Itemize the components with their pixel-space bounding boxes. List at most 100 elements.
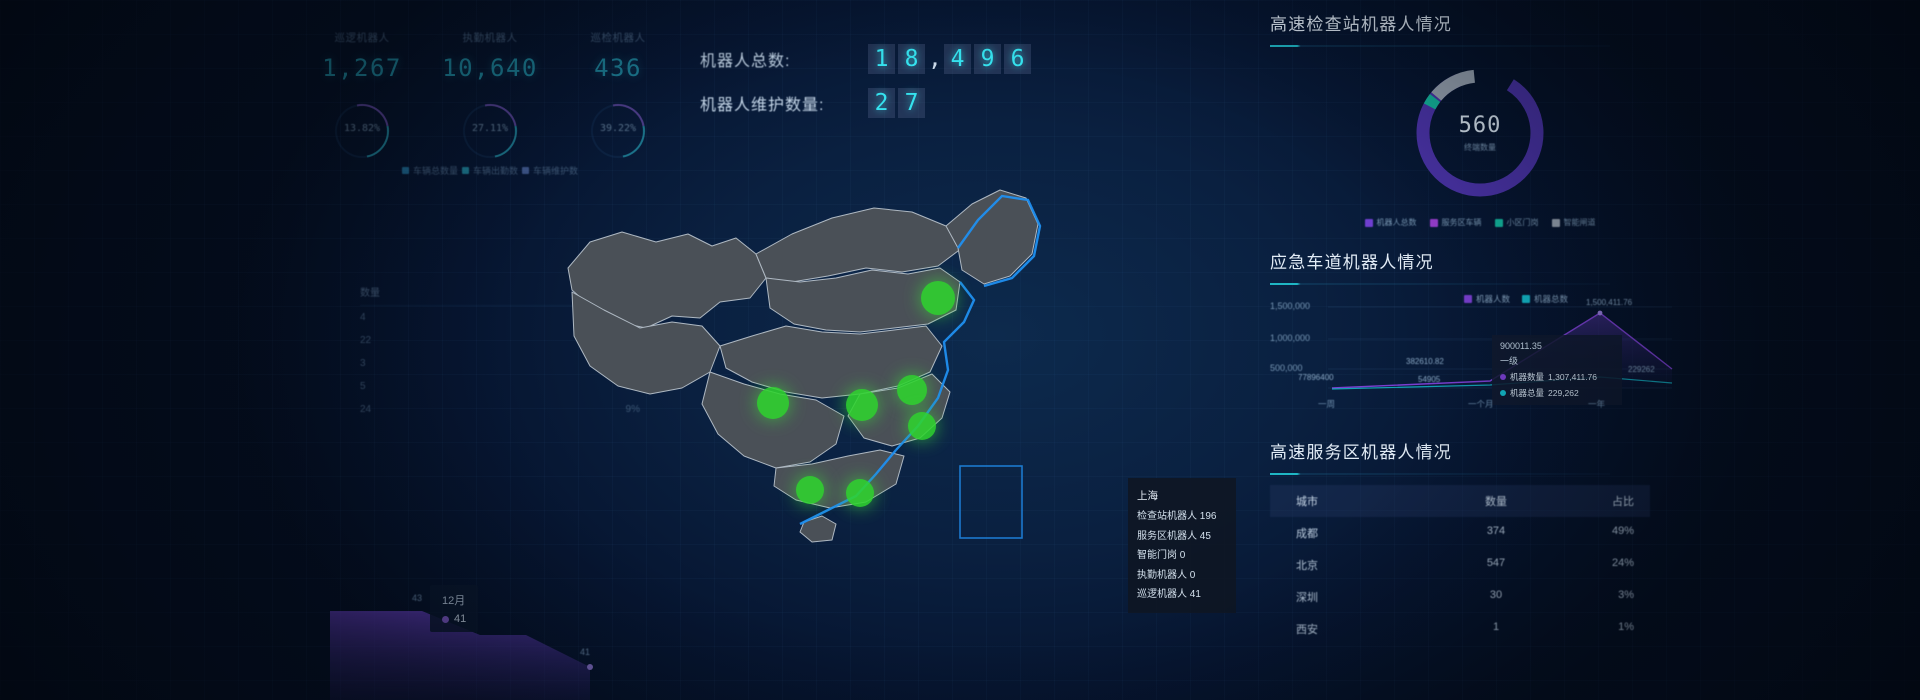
legend-swatch-icon: [1429, 218, 1438, 227]
line-chart[interactable]: 机器人数 机器总数 1,500,000 1,000,000 500,000: [1270, 293, 1680, 409]
donut-chart[interactable]: 560 终端数量: [1410, 63, 1550, 203]
table-row[interactable]: 北京 547 24%: [1270, 549, 1650, 581]
left-stat-patrol: 巡逻机器人 1,267: [300, 30, 424, 82]
digit: 1: [868, 44, 895, 74]
tooltip-series-label: 机器总量: [1510, 388, 1545, 398]
china-map-svg: [567, 189, 1042, 543]
panel-checkpoint-robots: 高速检查站机器人情况 560 终端数量 机器人总数 服务区车: [1270, 10, 1690, 228]
left-stat-label: 巡检机器人: [590, 32, 646, 44]
legend-item[interactable]: 服务区车辆: [1429, 217, 1482, 228]
point-label: 54905: [1418, 375, 1441, 384]
line-chart-tooltip: 900011.35 一级 机器数量 1,307,411.76 机器总量 229,…: [1492, 335, 1622, 405]
series-dot-icon: [1500, 390, 1506, 396]
counter-label: 机器人总数:: [700, 53, 791, 70]
legend-swatch-icon: [1551, 218, 1560, 227]
left-gauge-row: 13.82% 27.11% 39.22%: [300, 93, 680, 169]
tooltip-row: 智能门岗 0: [1137, 550, 1186, 562]
left-stat-inspect: 巡检机器人 436: [556, 30, 680, 82]
panel-emergency-lane-robots: 应急车道机器人情况 机器人数 机器总数 1,500,000 1,000,000 …: [1270, 248, 1690, 409]
point-label: 77896400: [1298, 373, 1334, 382]
column-header-pct: 占比: [1611, 496, 1634, 508]
tooltip-row: 执勤机器人 0: [1137, 569, 1196, 581]
map-marker-shanghai[interactable]: [897, 375, 927, 405]
tooltip-row: 服务区机器人 45: [1137, 530, 1211, 542]
legend-swatch-icon: [461, 167, 469, 174]
counter-digits: 1 8 , 4 9 6: [868, 44, 1031, 74]
cell-count: 3: [360, 358, 366, 369]
cell-city: 成都: [1296, 528, 1318, 540]
left-stat-value: 1,267: [322, 54, 402, 82]
tooltip-title: 一级: [1500, 356, 1519, 366]
series-dot-icon: [442, 615, 449, 623]
digit: 7: [898, 88, 925, 118]
point-label: 382610.82: [1406, 357, 1444, 366]
area-point-label: 43: [412, 593, 423, 603]
map-marker-chengdu[interactable]: [757, 387, 789, 419]
left-stat-duty: 执勤机器人 10,640: [428, 30, 552, 82]
legend-item[interactable]: 车辆总数量: [401, 164, 458, 177]
legend-item[interactable]: 小区门岗: [1494, 217, 1539, 228]
china-map[interactable]: [560, 150, 1120, 570]
legend-item[interactable]: 车辆出勤数: [461, 164, 518, 177]
left-gauge-1: 13.82%: [300, 93, 424, 169]
series-dot-icon: [1500, 374, 1506, 380]
left-stat-label: 巡逻机器人: [334, 32, 390, 44]
legend-swatch-icon: [401, 167, 409, 174]
area-point-label: 41: [580, 647, 591, 657]
map-marker-hangzhou[interactable]: [908, 412, 936, 440]
legend-item[interactable]: 智能闸道: [1551, 217, 1596, 228]
gauge-percent: 13.82%: [343, 123, 381, 134]
column-header-count: 数量: [1485, 496, 1507, 508]
cell-pct: 1%: [1618, 621, 1634, 633]
panel-title: 应急车道机器人情况: [1270, 253, 1434, 272]
table-row[interactable]: 成都 374 49%: [1270, 517, 1650, 549]
map-inset-box: [959, 465, 1023, 539]
tooltip-value: 41: [454, 613, 467, 625]
legend-item[interactable]: 机器人总数: [1364, 217, 1417, 228]
digit: 4: [944, 44, 971, 74]
donut-legend: 机器人总数 服务区车辆 小区门岗 智能闸道: [1270, 217, 1690, 228]
legend-label: 机器人总数: [1376, 218, 1417, 227]
map-marker-guangzhou[interactable]: [796, 476, 824, 504]
map-marker-shenzhen[interactable]: [846, 479, 874, 507]
tooltip-row: 检查站机器人 196: [1137, 511, 1217, 523]
counter-digits: 2 7: [868, 88, 925, 118]
legend-label: 智能闸道: [1563, 218, 1596, 227]
legend-label: 车辆总数量: [412, 166, 458, 176]
table-row[interactable]: 西安 1 1%: [1270, 613, 1650, 645]
panel-underline: [1270, 45, 1610, 47]
counter-maintenance-robots: 机器人维护数量: 2 7: [700, 88, 1031, 118]
map-marker-beijing[interactable]: [921, 281, 955, 315]
left-gauge-3: 39.22%: [556, 93, 680, 169]
left-area-chart: 43 41 12月 41: [330, 575, 660, 700]
donut-value: 560: [1458, 113, 1502, 138]
cell-city: 深圳: [1296, 592, 1318, 604]
cell-count: 30: [1489, 589, 1503, 601]
tooltip-series-value: 1,307,411.76: [1548, 372, 1598, 382]
area-chart-svg: [330, 611, 593, 700]
panel-title: 高速服务区机器人情况: [1270, 443, 1452, 462]
cell-count: 4: [360, 312, 366, 323]
tooltip-series-value: 229,262: [1548, 388, 1579, 398]
digit: 2: [868, 88, 895, 118]
counter-block: 机器人总数: 1 8 , 4 9 6 机器人维护数量: 2 7: [700, 44, 1031, 132]
area-chart-tooltip: 12月 41: [430, 585, 479, 632]
digit: 8: [898, 44, 925, 74]
cell-count: 547: [1486, 557, 1506, 569]
counter-label: 机器人维护数量:: [700, 97, 825, 114]
cell-count: 24: [360, 404, 372, 415]
table-row[interactable]: 深圳 30 3%: [1270, 581, 1650, 613]
panel-underline: [1270, 283, 1610, 285]
digit-separator: ,: [928, 46, 942, 72]
legend-label: 服务区车辆: [1441, 218, 1482, 227]
cell-count: 5: [360, 381, 366, 392]
tooltip-header: 900011.35: [1500, 341, 1542, 351]
cell-pct: 3%: [1618, 589, 1634, 601]
map-marker-wuhan[interactable]: [846, 389, 878, 421]
map-tooltip: 上海 检查站机器人 196 服务区机器人 45 智能门岗 0 执勤机器人 0 巡…: [1128, 478, 1236, 613]
legend-label: 车辆出勤数: [472, 166, 518, 176]
x-axis-label: 一周: [1318, 399, 1336, 409]
x-axis-label: 一个月: [1468, 399, 1494, 409]
panel-service-area-robots: 高速服务区机器人情况 城市 数量 占比 成都 374 49% 北京 547 24…: [1270, 438, 1690, 645]
